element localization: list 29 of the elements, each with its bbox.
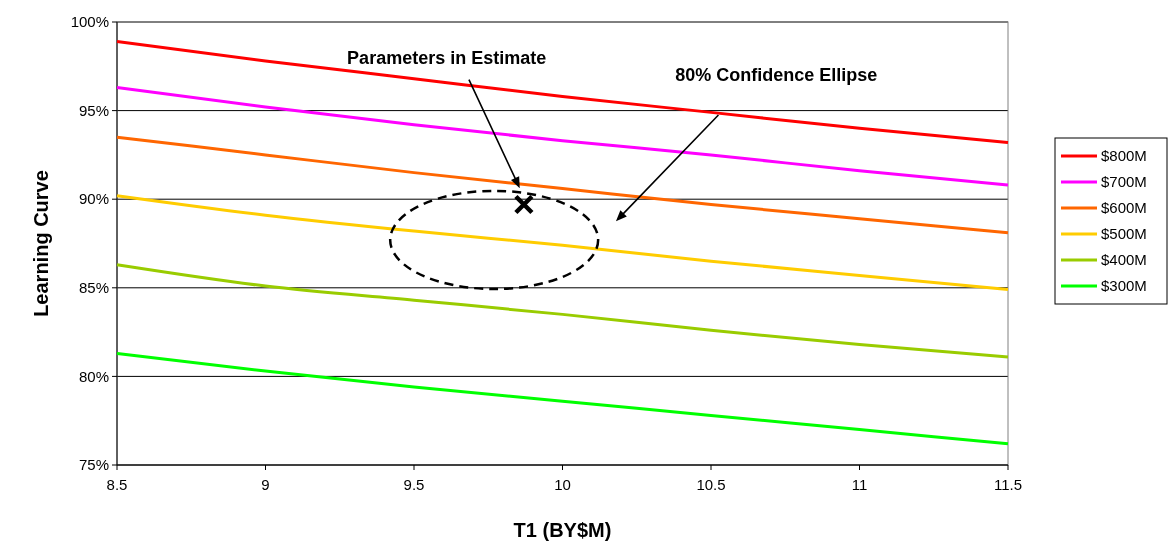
x-tick-label: 10.5 — [696, 476, 726, 493]
legend-label: $600M — [1101, 199, 1147, 217]
x-tick-label: 10 — [554, 476, 571, 493]
x-tick-label: 11.5 — [993, 476, 1023, 493]
line-series — [115, 39, 1010, 144]
legend-label: $800M — [1101, 147, 1147, 165]
y-tick-label: 95% — [78, 101, 109, 119]
line-series — [115, 194, 1010, 292]
legend-label: $300M — [1101, 277, 1147, 295]
y-axis-title: Learning Curve — [30, 170, 52, 317]
x-axis-title: T1 (BY$M) — [513, 519, 612, 541]
x-tick-label: 8.5 — [106, 476, 128, 493]
line-series — [115, 263, 1010, 359]
legend-label: $700M — [1101, 173, 1147, 191]
annotation: Parameters in Estimate — [347, 47, 547, 68]
y-tick-label: 80% — [78, 367, 109, 385]
y-tick-label: 85% — [78, 279, 109, 297]
annotation: 80% Confidence Ellipse — [675, 65, 878, 86]
line-series — [115, 86, 1010, 187]
x-tick-label: 9.5 — [403, 476, 425, 493]
legend-label: $500M — [1101, 225, 1147, 243]
legend-label: $400M — [1101, 251, 1147, 269]
y-tick-label: 100% — [70, 13, 109, 31]
y-tick-label: 75% — [78, 456, 109, 474]
line-series — [115, 351, 1010, 446]
x-tick-label: 9 — [261, 476, 270, 493]
line-series — [115, 135, 1010, 235]
x-tick-label: 11 — [851, 476, 868, 493]
y-tick-label: 90% — [78, 190, 109, 208]
